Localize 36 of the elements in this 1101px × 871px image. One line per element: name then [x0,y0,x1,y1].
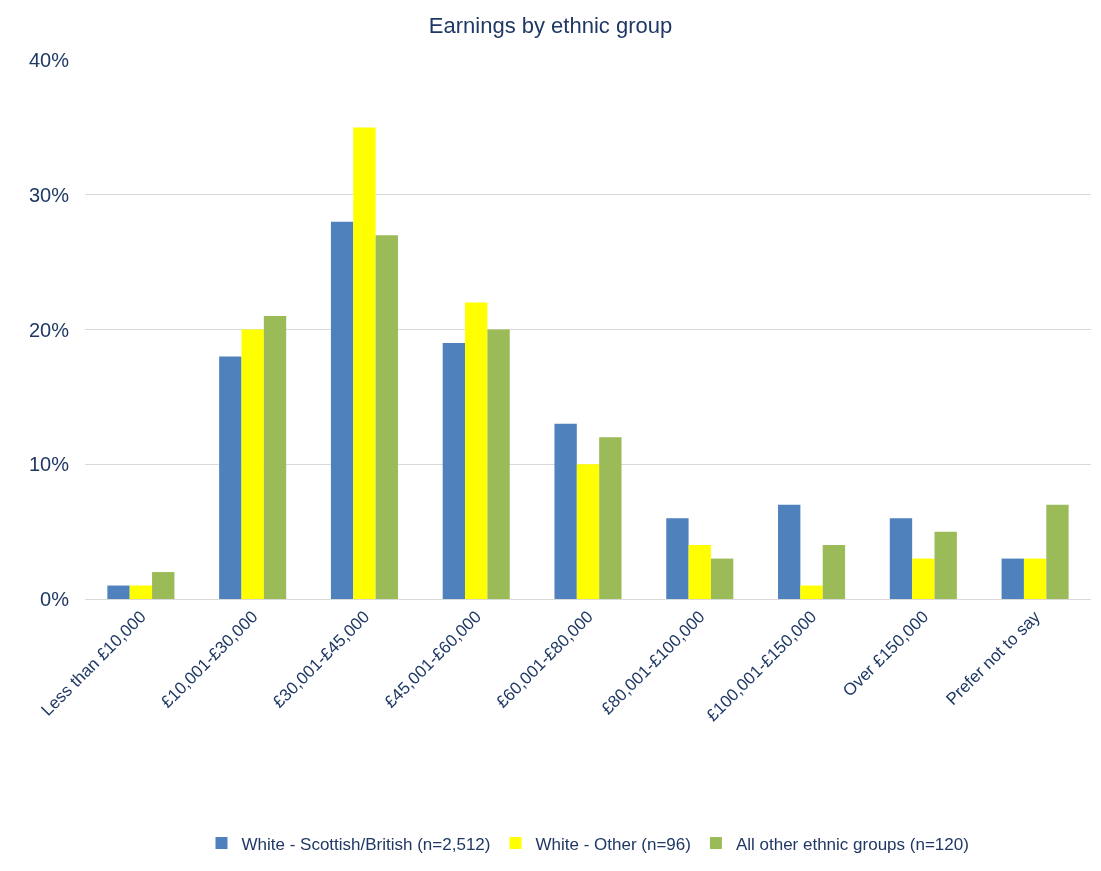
bar [107,585,130,599]
bar [822,545,846,599]
bar [576,464,600,599]
legend-label: White - Other (n=96) [535,834,691,854]
bar [889,518,913,599]
y-tick-label: 10% [28,453,70,476]
bar [554,423,577,599]
bar [912,558,935,599]
y-tick-label: 20% [28,318,70,341]
bar [778,504,801,599]
bar [353,127,376,599]
bar [688,545,711,599]
bar [375,235,398,599]
legend-label: All other ethnic groups (n=120) [735,834,969,854]
bar [666,518,689,599]
y-tick-label: 40% [28,49,70,71]
bar [1023,558,1047,599]
bar [1046,504,1069,599]
bar [263,316,287,599]
bar [129,585,153,599]
y-tick-label: 30% [28,183,70,206]
bar [800,585,823,599]
bar [442,342,466,599]
y-tick-label: 0% [40,588,70,610]
bar [710,558,734,599]
bar [1001,558,1024,599]
bar [487,329,510,599]
bar [934,531,957,599]
bar [219,356,242,599]
chart-title: Earnings by ethnic group [428,12,673,38]
legend-label: White - Scottish/British (n=2,512) [241,834,491,854]
bar [465,302,488,599]
bar [599,437,622,599]
bar [330,221,354,599]
bar [241,329,264,599]
bar [152,572,175,599]
